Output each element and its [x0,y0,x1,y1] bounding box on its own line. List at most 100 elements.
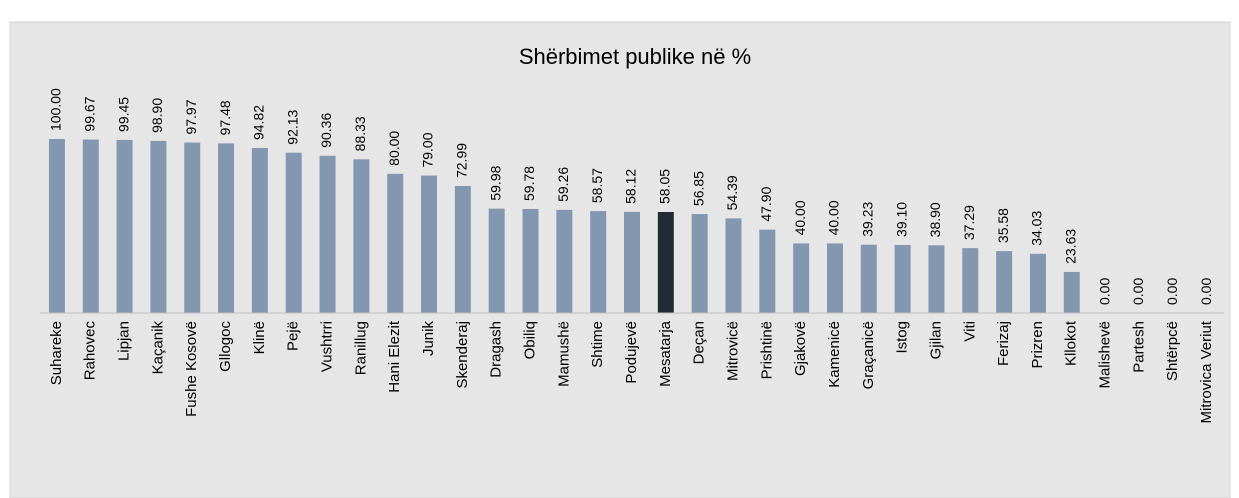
data-label: 0.00 [1130,278,1146,305]
x-tick-label: Mitrovica Veriut [1198,320,1215,423]
data-label: 56.85 [690,171,706,206]
x-tick-label: Prizren [1029,321,1046,369]
data-label: 97.48 [217,100,233,135]
bar [421,175,438,313]
bar [387,173,404,313]
bar [691,214,708,313]
bar [996,251,1013,313]
bar [218,143,235,313]
data-label: 80.00 [386,131,402,166]
x-tick-label: Shtërpcë [1164,321,1181,381]
data-label: 0.00 [1164,278,1180,305]
x-tick-label: Pejë [285,321,302,351]
data-label: 0.00 [1198,278,1214,305]
x-tick-label: Partesh [1130,321,1147,373]
data-label: 40.00 [826,200,842,235]
bar [962,248,979,313]
x-tick-label: Ferizaj [995,321,1012,366]
data-label: 34.03 [1029,211,1045,246]
bar [184,142,201,313]
bar [1063,271,1080,313]
x-tick-label: Obiliq [521,321,538,359]
data-label: 39.10 [893,202,909,237]
bar [522,208,539,313]
data-label: 40.00 [792,200,808,235]
data-label: 72.99 [454,143,470,178]
x-tick-label: Gjakovë [792,321,809,376]
data-label: 59.26 [555,167,571,202]
x-tick-label: Rahovec [82,321,99,381]
data-label: 47.90 [758,186,774,221]
data-label: 100.00 [48,88,64,131]
x-tick-label: Dragash [488,321,505,378]
data-label: 92.13 [284,109,300,144]
bar [894,244,911,313]
data-label: 0.00 [1096,278,1112,305]
data-label: 23.63 [1062,229,1078,264]
bar [759,229,776,313]
data-label: 99.45 [115,97,131,132]
bar [285,152,302,313]
bar [251,148,268,313]
data-label: 59.98 [487,165,503,200]
x-tick-label: Graçanicë [860,321,877,389]
x-tick-label: Fushe Kosovë [183,321,200,417]
x-tick-label: Kamenicë [826,321,843,388]
chart-title: Shërbimet publike në % [519,44,751,69]
bar [793,243,810,313]
bar [82,139,99,313]
x-tick-label: Gllogoc [217,321,234,372]
bar [48,139,65,313]
x-tick-label: Klinë [251,321,268,354]
x-tick-label: Gjilan [927,321,944,359]
x-tick-label: Deçan [691,321,708,364]
bar [725,218,742,313]
x-tick-label: Kaçanik [149,321,166,375]
bar [826,243,843,313]
x-tick-label: Kllokot [1063,320,1080,366]
bar [319,155,336,313]
x-tick-label: Mesatarja [657,320,674,387]
bar [860,244,877,313]
data-label: 58.57 [589,168,605,203]
data-label: 98.90 [149,98,165,133]
bar [928,245,945,313]
data-label: 39.23 [860,201,876,236]
x-tick-label: Prishtinë [758,321,775,379]
bar [454,185,471,313]
x-tick-label: Malishevë [1097,321,1114,389]
x-tick-label: Shtime [589,321,606,368]
data-label: 54.39 [724,175,740,210]
bar [150,140,167,313]
data-label: 37.29 [961,205,977,240]
bar [116,139,133,313]
data-label: 90.36 [318,113,334,148]
bar [657,211,674,313]
bar [353,159,370,313]
chart-background [9,21,1231,498]
x-tick-label: Hani Elezit [386,320,403,393]
data-label: 79.00 [420,132,436,167]
x-tick-label: Viti [961,321,978,342]
data-label: 97.97 [183,99,199,134]
x-tick-label: Podujevë [623,321,640,384]
data-label: 35.58 [995,208,1011,243]
bar [488,208,505,313]
x-tick-label: Istog [894,321,911,354]
data-label: 88.33 [352,116,368,151]
x-tick-label: Mamushë [555,321,572,387]
data-label: 38.90 [927,202,943,237]
bar [1029,253,1046,313]
x-tick-label: Vushtrri [319,321,336,372]
x-tick-label: Junik [420,321,437,357]
data-label: 94.82 [251,105,267,140]
bar [590,211,607,313]
bar [624,211,640,313]
x-tick-label: Ranillug [352,321,369,375]
x-tick-label: Mitrovicë [724,321,741,381]
data-label: 99.67 [81,96,97,131]
bar [556,209,573,313]
data-label: 58.12 [623,169,639,204]
x-tick-label: Skenderaj [454,321,471,389]
